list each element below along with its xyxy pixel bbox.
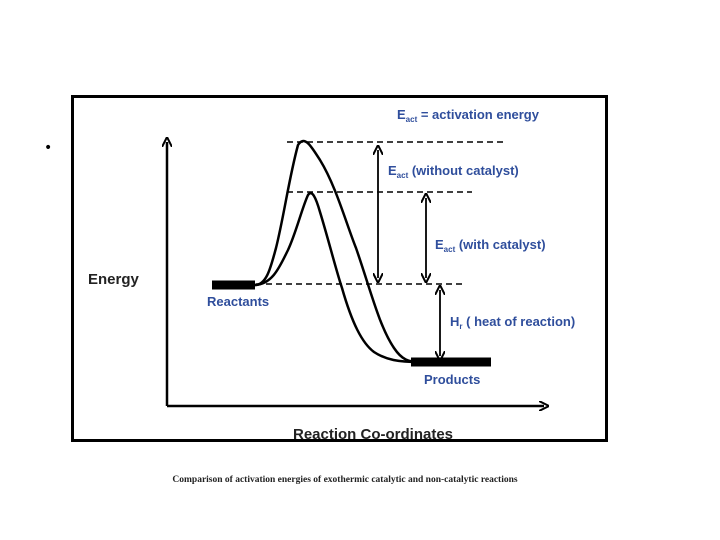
- legend-rest: = activation energy: [417, 107, 540, 122]
- curve-with-catalyst: [254, 191, 420, 364]
- label-with-sub: act: [444, 245, 456, 254]
- slide-bullet: •: [44, 140, 53, 156]
- y-axis-label: Energy: [88, 271, 140, 288]
- label-without-sub: act: [397, 171, 409, 180]
- label-eact-without-catalyst: Eact (without catalyst): [388, 163, 519, 180]
- energy-diagram-frame: Eact = activation energy Eact (without c…: [71, 95, 608, 442]
- figure-caption: Comparison of activation energies of exo…: [172, 475, 518, 485]
- x-axis-label: Reaction Co-ordinates: [293, 426, 453, 439]
- label-with-e: E: [435, 237, 444, 252]
- energy-diagram: Eact = activation energy Eact (without c…: [88, 107, 575, 439]
- label-heat-sub: r: [459, 322, 462, 331]
- legend-e: E: [397, 107, 406, 122]
- products-label: Products: [424, 372, 480, 387]
- reactants-label: Reactants: [207, 294, 269, 309]
- label-eact-with-catalyst: Eact (with catalyst): [435, 237, 546, 254]
- label-heat-rest: ( heat of reaction): [463, 314, 576, 329]
- label-without-rest: (without catalyst): [408, 163, 519, 178]
- legend-sub: act: [406, 115, 418, 124]
- curve-without-catalyst: [254, 139, 420, 364]
- label-heat-h: H: [450, 314, 459, 329]
- label-with-rest: (with catalyst): [455, 237, 545, 252]
- legend-activation-energy: Eact = activation energy: [397, 107, 540, 124]
- label-without-e: E: [388, 163, 397, 178]
- label-heat-of-reaction: Hr ( heat of reaction): [450, 314, 575, 331]
